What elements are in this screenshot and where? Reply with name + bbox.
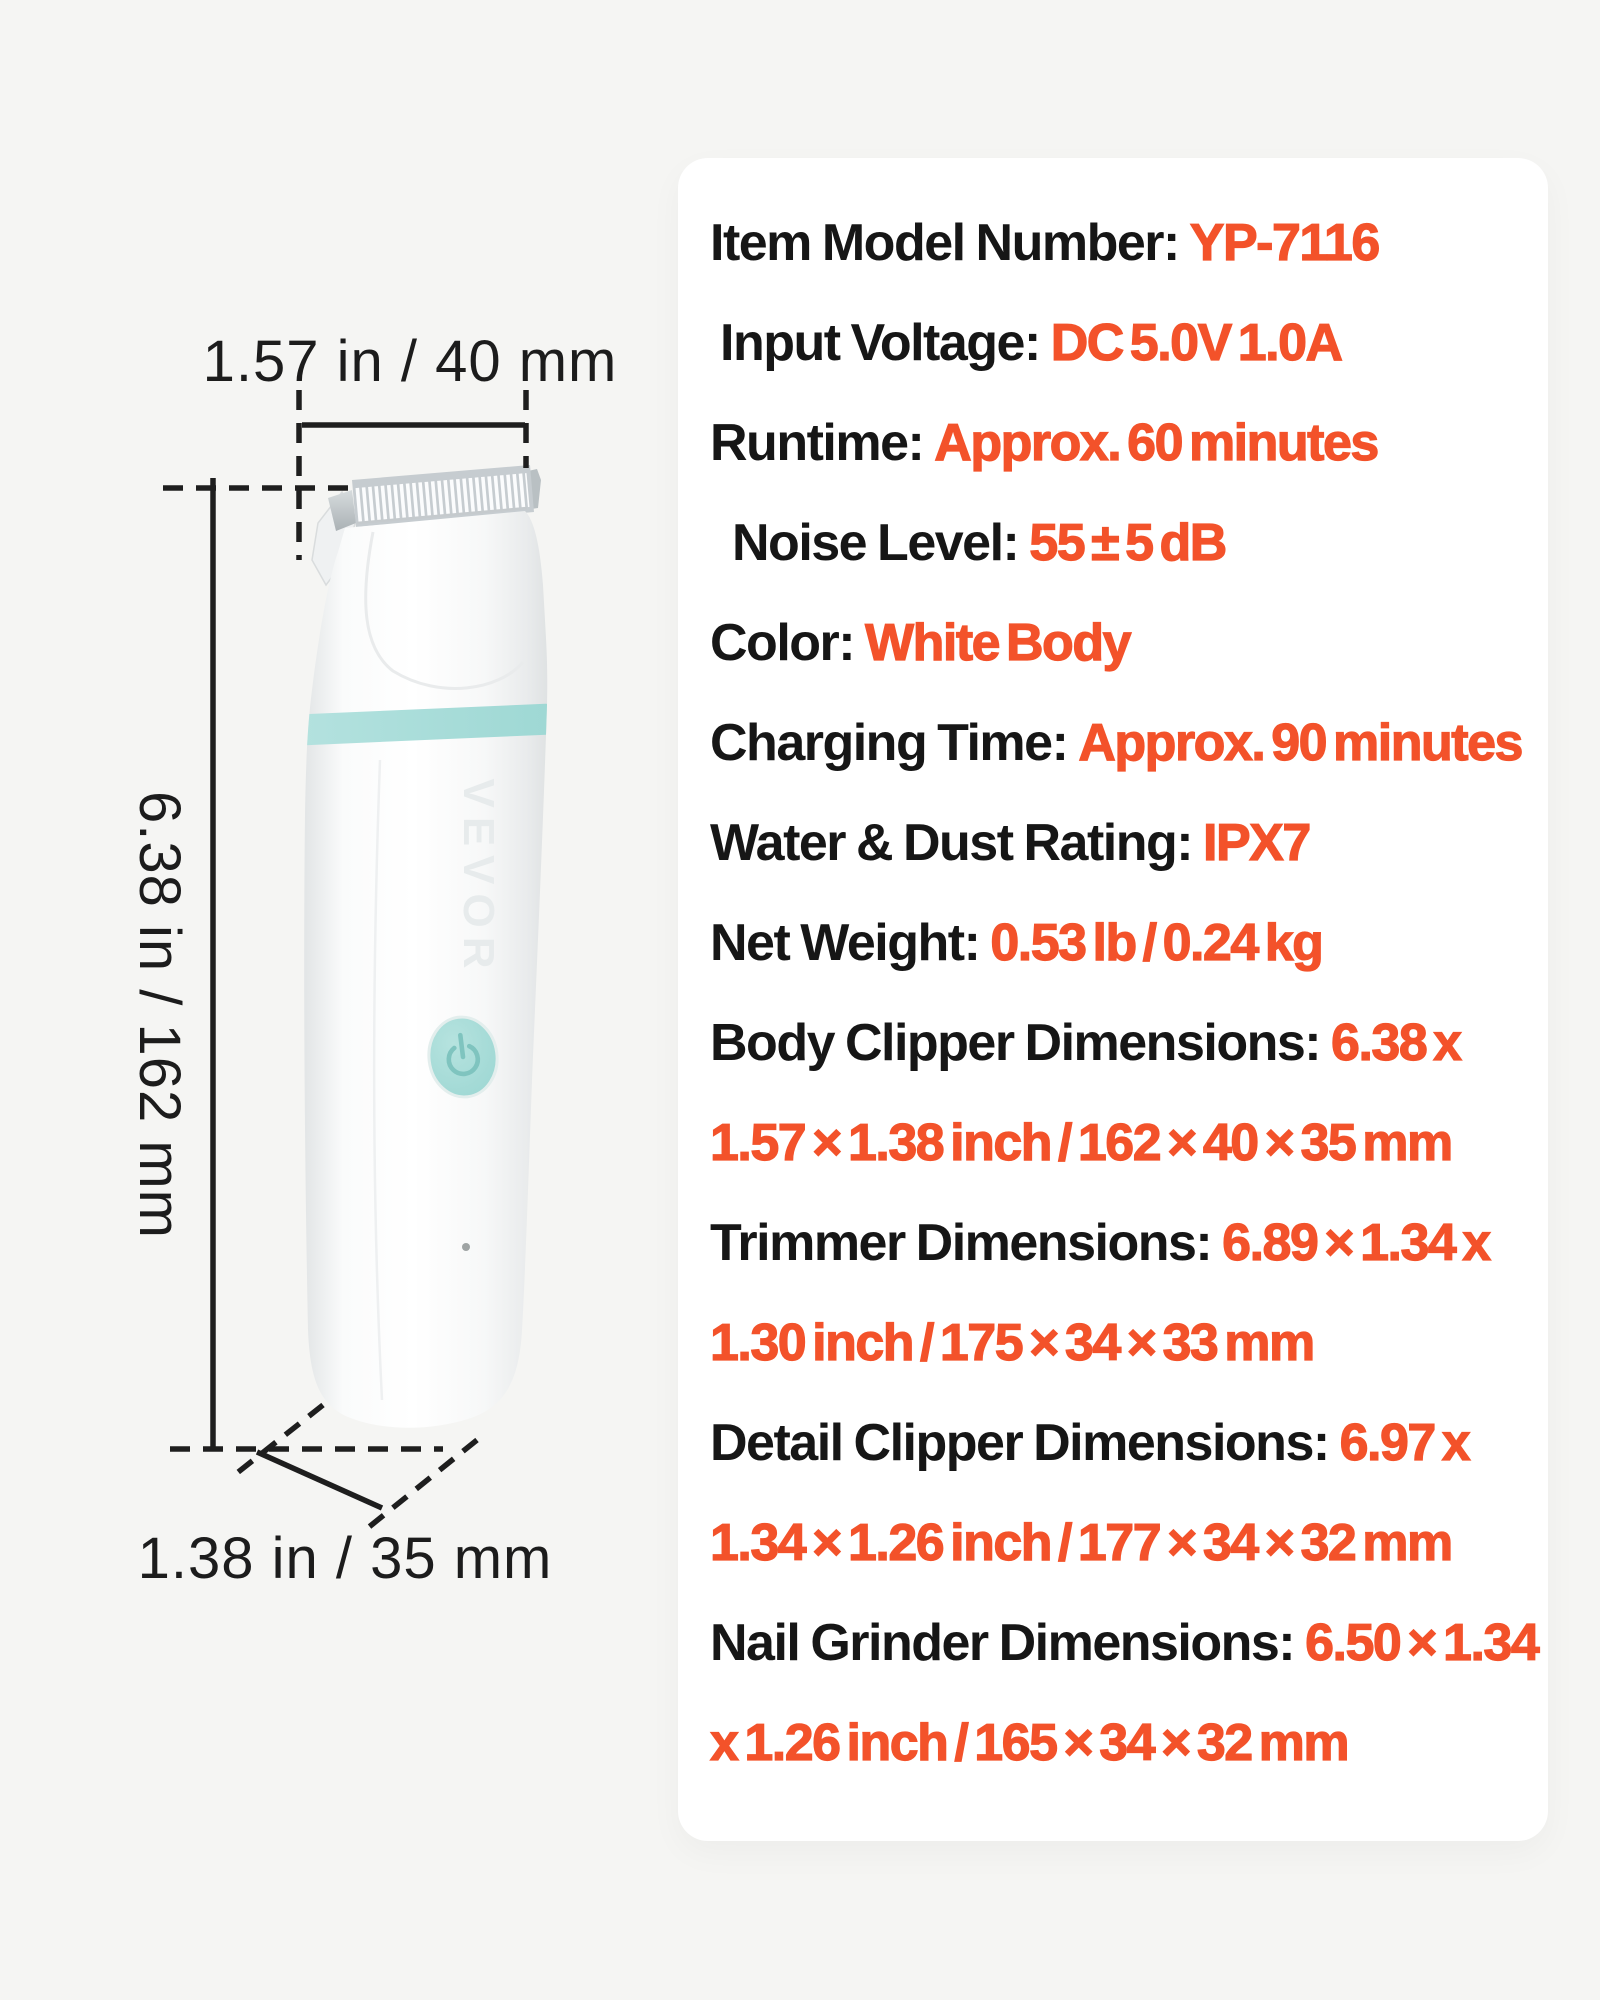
spec-row-water-dust-rating: Water & Dust Rating: IPX7 bbox=[710, 793, 1548, 893]
spec-value: 6.89 × 1.34 x bbox=[1222, 1213, 1492, 1272]
spec-value: White Body bbox=[864, 613, 1132, 672]
brand-logo: VEVOR bbox=[454, 778, 503, 977]
power-button bbox=[427, 1015, 499, 1099]
spec-row-input-voltage: Input Voltage: DC 5.0V 1.0A bbox=[710, 293, 1548, 393]
spec-label: Trimmer Dimensions: bbox=[710, 1214, 1223, 1272]
spec-label: Body Clipper Dimensions: bbox=[710, 1014, 1332, 1072]
dimension-annotations bbox=[163, 390, 529, 1530]
spec-row-detail-clipper-dimensions: Detail Clipper Dimensions: 6.97 x bbox=[710, 1393, 1548, 1493]
spec-row-color: Color: White Body bbox=[710, 593, 1548, 693]
depth-extension-left bbox=[235, 1402, 325, 1476]
spec-label: Color: bbox=[710, 614, 866, 672]
spec-label: Noise Level: bbox=[732, 514, 1030, 572]
spec-value: YP-7116 bbox=[1189, 213, 1381, 272]
spec-row-nail-grinder-dimensions: Nail Grinder Dimensions: 6.50 × 1.34 bbox=[710, 1593, 1548, 1693]
depth-extension-right bbox=[367, 1437, 479, 1530]
spec-row-detail-clipper-dimensions-cont: 1.34 × 1.26 inch / 177 × 34 × 32 mm bbox=[709, 1493, 1548, 1593]
spec-label: Charging Time: bbox=[710, 714, 1079, 772]
spec-row-runtime: Runtime: Approx. 60 minutes bbox=[710, 393, 1548, 493]
body-contour bbox=[364, 531, 525, 690]
spec-row-nail-grinder-dimensions-cont: x 1.26 inch / 165 × 34 × 32 mm bbox=[709, 1693, 1548, 1793]
spec-label: Net Weight: bbox=[710, 914, 991, 972]
product-illustration: VEVOR 1.57 in / 40 mm 6.38 in / 162 mm 1… bbox=[127, 329, 618, 1591]
spec-value: 55 ± 5 dB bbox=[1029, 513, 1228, 572]
spec-value: 6.50 × 1.34 bbox=[1304, 1613, 1540, 1672]
blade-metal-left bbox=[328, 490, 356, 531]
spec-value: Approx. 60 minutes bbox=[934, 413, 1380, 472]
spec-row-charging-time: Charging Time: Approx. 90 minutes bbox=[710, 693, 1548, 793]
spec-value: DC 5.0V 1.0A bbox=[1050, 313, 1344, 372]
spec-row-trimmer-dimensions-cont: 1.30 inch / 175 × 34 × 33 mm bbox=[709, 1293, 1548, 1393]
spec-row-body-clipper-dimensions: Body Clipper Dimensions: 6.38 x bbox=[710, 993, 1548, 1093]
spec-value: 6.97 x bbox=[1339, 1413, 1471, 1472]
spec-row-trimmer-dimensions: Trimmer Dimensions: 6.89 × 1.34 x bbox=[710, 1193, 1548, 1293]
spec-value: Approx. 90 minutes bbox=[1078, 713, 1524, 772]
spec-card: Item Model Number: YP-7116 Input Voltage… bbox=[678, 158, 1548, 1841]
blade-shadow-line bbox=[356, 506, 528, 525]
spec-value: IPX7 bbox=[1202, 813, 1311, 872]
blade-comb-teeth bbox=[355, 473, 530, 522]
spec-value: 6.38 x bbox=[1330, 1013, 1462, 1072]
spec-label: Water & Dust Rating: bbox=[710, 814, 1204, 872]
spec-row-net-weight: Net Weight: 0.53 lb / 0.24 kg bbox=[710, 893, 1548, 993]
depth-dimension-label: 1.38 in / 35 mm bbox=[138, 1526, 553, 1591]
spec-value: x 1.26 inch / 165 × 34 × 32 mm bbox=[709, 1713, 1350, 1772]
clipper-device: VEVOR bbox=[304, 465, 548, 1428]
depth-measure-line bbox=[255, 1449, 384, 1511]
spec-label: Input Voltage: bbox=[720, 314, 1051, 372]
teal-band bbox=[304, 703, 548, 746]
clipper-body bbox=[304, 511, 548, 1428]
indicator-dot bbox=[462, 1243, 470, 1251]
spec-value: 1.57 × 1.38 inch / 162 × 40 × 35 mm bbox=[709, 1113, 1453, 1172]
spec-value: 1.30 inch / 175 × 34 × 33 mm bbox=[709, 1313, 1315, 1372]
spec-value: 1.34 × 1.26 inch / 177 × 34 × 32 mm bbox=[709, 1513, 1453, 1572]
body-seam bbox=[372, 759, 384, 1401]
height-dimension-label: 6.38 in / 162 mm bbox=[127, 791, 192, 1239]
spec-label: Nail Grinder Dimensions: bbox=[710, 1614, 1306, 1672]
spec-row-noise-level: Noise Level: 55 ± 5 dB bbox=[710, 493, 1548, 593]
spec-row-item-model-number: Item Model Number: YP-7116 bbox=[710, 193, 1548, 293]
spec-row-body-clipper-dimensions-cont: 1.57 × 1.38 inch / 162 × 40 × 35 mm bbox=[709, 1093, 1548, 1193]
spec-value: 0.53 lb / 0.24 kg bbox=[990, 913, 1325, 972]
power-icon bbox=[446, 1032, 481, 1077]
spec-label: Item Model Number: bbox=[710, 214, 1190, 272]
width-dimension-label: 1.57 in / 40 mm bbox=[203, 329, 618, 394]
spec-label: Detail Clipper Dimensions: bbox=[710, 1414, 1340, 1472]
spec-label: Runtime: bbox=[710, 414, 935, 472]
